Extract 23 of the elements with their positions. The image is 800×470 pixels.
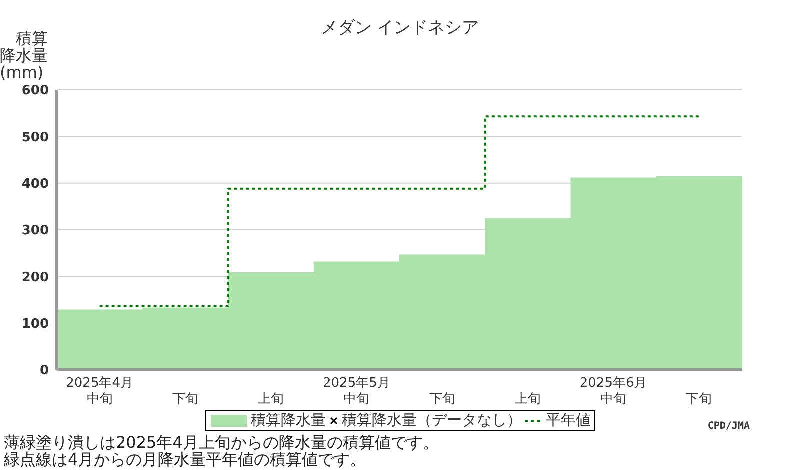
y-tick-label: 500 <box>22 130 49 146</box>
x-tick-label: 2025年4月中旬 <box>65 376 134 408</box>
x-tick-label: 下旬 <box>171 392 200 408</box>
y-tick-label: 200 <box>22 270 49 286</box>
x-tick-label: 2025年5月中旬 <box>322 376 392 408</box>
x-tick-label: 2025年6月中旬 <box>578 376 648 408</box>
legend-label: 積算降水量（データなし） <box>342 411 522 430</box>
x-tick-label: 上旬 <box>257 392 286 408</box>
legend-label: 積算降水量 <box>251 411 326 430</box>
legend-label: 平年値 <box>546 411 591 430</box>
text: CPD/JMA <box>708 421 750 432</box>
y-axis-title: 積算降水量(mm) <box>0 29 48 82</box>
y-tick-label: 400 <box>22 176 49 192</box>
y-tick-label: 300 <box>22 224 49 239</box>
chart-title: メダン インドネシア <box>320 18 480 38</box>
y-tick-label: 0 <box>40 364 49 379</box>
y-tick-label: 100 <box>22 316 49 332</box>
y-tick-label: 600 <box>22 84 49 99</box>
x-tick-label: 下旬 <box>428 392 456 408</box>
text: 緑点線は4月からの月降水量平年値の積算値です。 <box>4 450 368 469</box>
x-tick-label: 上旬 <box>514 392 542 408</box>
text: 薄緑塗り潰しは2025年4月上旬からの降水量の積算値です。 <box>4 433 439 452</box>
x-tick-label: 下旬 <box>685 392 714 408</box>
